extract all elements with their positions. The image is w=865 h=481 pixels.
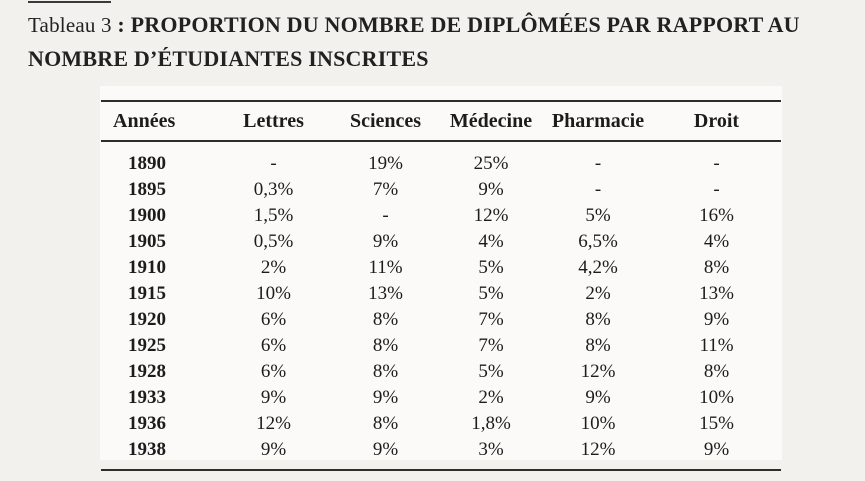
value-cell: 7% xyxy=(478,309,504,330)
value-cell: 11% xyxy=(368,257,403,278)
value-cell: 9% xyxy=(703,439,730,460)
value-cell: 9% xyxy=(372,439,399,460)
value-cell: 6% xyxy=(260,361,287,382)
table-row: 1900 1,5% - 12% 5% 16% xyxy=(101,203,781,229)
value-cell: 12% xyxy=(256,413,291,434)
value-cell: 10% xyxy=(256,283,291,304)
value-cell: - xyxy=(713,179,720,200)
value-cell: 6,5% xyxy=(578,231,618,252)
column-header: Médecine xyxy=(438,101,544,142)
value-cell: 8% xyxy=(703,361,730,382)
value-cell: 6% xyxy=(260,335,287,356)
value-cell: 12% xyxy=(580,439,616,460)
value-cell: 8% xyxy=(372,309,399,330)
value-cell: 0,3% xyxy=(253,179,294,200)
value-cell: 8% xyxy=(372,335,399,356)
value-cell: 8% xyxy=(372,361,399,382)
value-cell: 8% xyxy=(372,413,399,434)
statistics-table: Années Lettres Sciences Médecine Pharmacie Dr… xyxy=(101,100,781,471)
table-row: 1905 0,5% 9% 4% 6,5% 4% xyxy=(101,229,781,255)
top-rule xyxy=(28,1,111,3)
value-cell: 9% xyxy=(260,387,287,408)
table-row: 1890 - 19% 25% - - xyxy=(101,141,781,177)
value-cell: 12% xyxy=(473,205,509,226)
year-cell: 1936 xyxy=(128,413,166,434)
value-cell: 5% xyxy=(478,257,504,278)
table-caption: Tableau 3 : PROPORTION DU NOMBRE DE DIPL… xyxy=(28,8,828,76)
value-cell: 10% xyxy=(580,413,616,434)
table-row: 1928 6% 8% 5% 12% 8% xyxy=(101,359,781,385)
year-cell: 1938 xyxy=(128,439,166,460)
table-caption-title-line1: : PROPORTION DU NOMBRE DE DIPLÔMÉES PAR … xyxy=(111,12,800,37)
value-cell: - xyxy=(382,205,389,226)
table-row: 1895 0,3% 7% 9% - - xyxy=(101,177,781,203)
column-header: Droit xyxy=(652,101,781,142)
column-header: Années xyxy=(101,101,214,142)
year-cell: 1925 xyxy=(128,335,166,356)
value-cell: 9% xyxy=(372,231,399,252)
value-cell: 25% xyxy=(473,153,509,174)
value-cell: 3% xyxy=(478,439,504,460)
value-cell: 12% xyxy=(580,361,616,382)
value-cell: 6% xyxy=(260,309,287,330)
year-cell: 1895 xyxy=(128,179,166,200)
value-cell: 8% xyxy=(703,257,730,278)
table-row: 1910 2% 11% 5% 4,2% 8% xyxy=(101,255,781,281)
value-cell: 0,5% xyxy=(253,231,294,252)
column-header: Sciences xyxy=(333,101,438,142)
value-cell: 2% xyxy=(585,283,611,304)
value-cell: 5% xyxy=(478,361,504,382)
value-cell: 5% xyxy=(478,283,504,304)
value-cell: 13% xyxy=(699,283,734,304)
value-cell: 9% xyxy=(372,387,399,408)
table-row: 1936 12% 8% 1,8% 10% 15% xyxy=(101,411,781,437)
table-row: 1925 6% 8% 7% 8% 11% xyxy=(101,333,781,359)
value-cell: 16% xyxy=(699,205,734,226)
value-cell: 1,5% xyxy=(253,205,294,226)
value-cell: 9% xyxy=(260,439,287,460)
table-row: 1938 9% 9% 3% 12% 9% xyxy=(101,437,781,470)
value-cell: - xyxy=(594,179,602,200)
table-body: 1890 - 19% 25% - - 1895 0,3% 7% 9% - - 1900 1,5% - 12% 5… xyxy=(101,141,781,470)
table-row: 1920 6% 8% 7% 8% 9% xyxy=(101,307,781,333)
year-cell: 1915 xyxy=(128,283,166,304)
value-cell: - xyxy=(713,153,720,174)
year-cell: 1933 xyxy=(128,387,166,408)
value-cell: 11% xyxy=(699,335,734,356)
value-cell: 9% xyxy=(478,179,504,200)
value-cell: 7% xyxy=(478,335,504,356)
table-header-row: Années Lettres Sciences Médecine Pharmacie Dr… xyxy=(101,101,781,142)
value-cell: 8% xyxy=(585,309,611,330)
value-cell: 2% xyxy=(478,387,504,408)
value-cell: 19% xyxy=(368,153,403,174)
value-cell: 15% xyxy=(699,413,734,434)
value-cell: 10% xyxy=(699,387,734,408)
column-header: Lettres xyxy=(214,101,333,142)
table-row: 1915 10% 13% 5% 2% 13% xyxy=(101,281,781,307)
statistics-table-panel: Années Lettres Sciences Médecine Pharmacie Dr… xyxy=(100,86,782,471)
year-cell: 1890 xyxy=(128,153,166,174)
value-cell: - xyxy=(594,153,602,174)
value-cell: 7% xyxy=(372,179,399,200)
value-cell: 8% xyxy=(585,335,611,356)
column-header: Pharmacie xyxy=(544,101,652,142)
year-cell: 1900 xyxy=(128,205,166,226)
value-cell: 4% xyxy=(703,231,730,252)
year-cell: 1920 xyxy=(128,309,166,330)
value-cell: 4,2% xyxy=(578,257,618,278)
value-cell: 5% xyxy=(585,205,611,226)
value-cell: - xyxy=(270,153,277,174)
year-cell: 1905 xyxy=(128,231,166,252)
year-cell: 1928 xyxy=(128,361,166,382)
value-cell: 9% xyxy=(703,309,730,330)
value-cell: 1,8% xyxy=(471,413,511,434)
value-cell: 13% xyxy=(368,283,403,304)
value-cell: 2% xyxy=(260,257,287,278)
table-caption-label: Tableau 3 xyxy=(28,13,112,37)
value-cell: 9% xyxy=(585,387,611,408)
value-cell: 4% xyxy=(478,231,504,252)
year-cell: 1910 xyxy=(128,257,166,278)
table-caption-title-line2: NOMBRE D’ÉTUDIANTES INSCRITES xyxy=(28,46,429,71)
table-row: 1933 9% 9% 2% 9% 10% xyxy=(101,385,781,411)
